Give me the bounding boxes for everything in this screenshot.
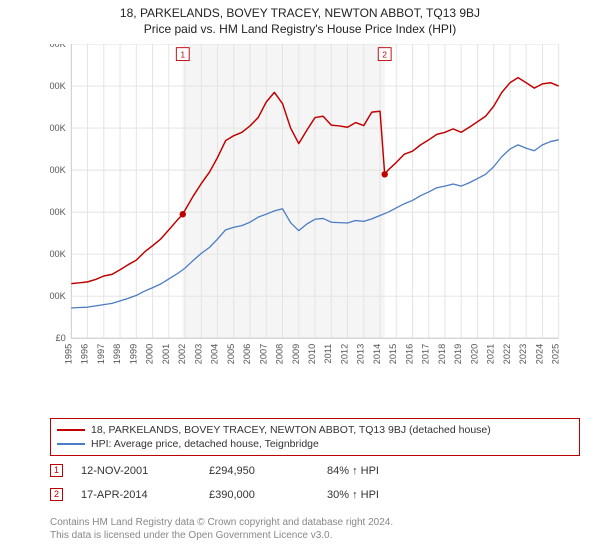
chart-title-address: 18, PARKELANDS, BOVEY TRACEY, NEWTON ABB… xyxy=(0,0,600,20)
svg-text:2008: 2008 xyxy=(275,344,285,364)
footer-attribution: Contains HM Land Registry data © Crown c… xyxy=(50,516,580,542)
legend-box: 18, PARKELANDS, BOVEY TRACEY, NEWTON ABB… xyxy=(50,418,580,456)
svg-text:£400K: £400K xyxy=(50,165,67,175)
svg-text:2013: 2013 xyxy=(356,344,366,364)
svg-text:1: 1 xyxy=(180,50,185,59)
sale-delta-2: 30% ↑ HPI xyxy=(327,489,379,501)
legend-row-property: 18, PARKELANDS, BOVEY TRACEY, NEWTON ABB… xyxy=(57,423,573,437)
svg-text:2018: 2018 xyxy=(437,344,447,364)
chart-container: 18, PARKELANDS, BOVEY TRACEY, NEWTON ABB… xyxy=(0,0,600,560)
svg-text:2025: 2025 xyxy=(551,344,561,364)
sale-delta-1: 84% ↑ HPI xyxy=(327,465,379,477)
legend-swatch-property xyxy=(57,429,85,431)
svg-text:2024: 2024 xyxy=(534,344,544,364)
svg-text:2015: 2015 xyxy=(388,344,398,364)
legend-swatch-hpi xyxy=(57,443,85,445)
svg-text:£0: £0 xyxy=(56,333,66,343)
svg-text:2000: 2000 xyxy=(145,344,155,364)
svg-text:2007: 2007 xyxy=(258,344,268,364)
svg-text:2009: 2009 xyxy=(291,344,301,364)
sale-marker-1: 1 xyxy=(50,464,63,477)
svg-text:2019: 2019 xyxy=(453,344,463,364)
svg-text:2011: 2011 xyxy=(323,344,333,364)
legend-label-hpi: HPI: Average price, detached house, Teig… xyxy=(91,438,319,450)
svg-text:£300K: £300K xyxy=(50,207,67,217)
sale-date-2: 17-APR-2014 xyxy=(81,489,191,501)
svg-text:£600K: £600K xyxy=(50,81,67,91)
svg-text:£100K: £100K xyxy=(50,291,67,301)
svg-text:2006: 2006 xyxy=(242,344,252,364)
sale-row-2: 2 17-APR-2014 £390,000 30% ↑ HPI xyxy=(50,488,580,501)
legend-row-hpi: HPI: Average price, detached house, Teig… xyxy=(57,437,573,451)
sale-date-1: 12-NOV-2001 xyxy=(81,465,191,477)
svg-text:1995: 1995 xyxy=(63,344,73,364)
svg-text:2002: 2002 xyxy=(177,344,187,364)
sale-marker-2: 2 xyxy=(50,488,63,501)
footer-line-2: This data is licensed under the Open Gov… xyxy=(50,529,580,542)
svg-text:2010: 2010 xyxy=(307,344,317,364)
chart-subtitle: Price paid vs. HM Land Registry's House … xyxy=(0,20,600,36)
svg-text:2020: 2020 xyxy=(469,344,479,364)
svg-text:2022: 2022 xyxy=(502,344,512,364)
svg-text:2016: 2016 xyxy=(404,344,414,364)
sale-price-1: £294,950 xyxy=(209,465,309,477)
svg-text:2003: 2003 xyxy=(193,344,203,364)
footer-line-1: Contains HM Land Registry data © Crown c… xyxy=(50,516,580,529)
svg-text:2014: 2014 xyxy=(372,344,382,364)
svg-text:2001: 2001 xyxy=(161,344,171,364)
svg-text:2004: 2004 xyxy=(210,344,220,364)
chart-svg: £0 £100K £200K £300K £400K £500K £600K £700K 199… xyxy=(50,44,580,364)
sale-price-2: £390,000 xyxy=(209,489,309,501)
svg-text:1997: 1997 xyxy=(96,344,106,364)
svg-text:1999: 1999 xyxy=(128,344,138,364)
svg-text:2021: 2021 xyxy=(486,344,496,364)
svg-text:£500K: £500K xyxy=(50,123,67,133)
svg-text:2023: 2023 xyxy=(518,344,528,364)
legend-label-property: 18, PARKELANDS, BOVEY TRACEY, NEWTON ABB… xyxy=(91,424,491,436)
sale-row-1: 1 12-NOV-2001 £294,950 84% ↑ HPI xyxy=(50,464,580,477)
svg-text:2017: 2017 xyxy=(421,344,431,364)
svg-text:£200K: £200K xyxy=(50,249,67,259)
svg-text:2005: 2005 xyxy=(226,344,236,364)
svg-text:1998: 1998 xyxy=(112,344,122,364)
svg-text:£700K: £700K xyxy=(50,44,67,49)
svg-text:2012: 2012 xyxy=(339,344,349,364)
svg-text:1996: 1996 xyxy=(80,344,90,364)
chart-area: £0 £100K £200K £300K £400K £500K £600K £700K 199… xyxy=(50,44,580,392)
svg-text:2: 2 xyxy=(382,50,387,59)
